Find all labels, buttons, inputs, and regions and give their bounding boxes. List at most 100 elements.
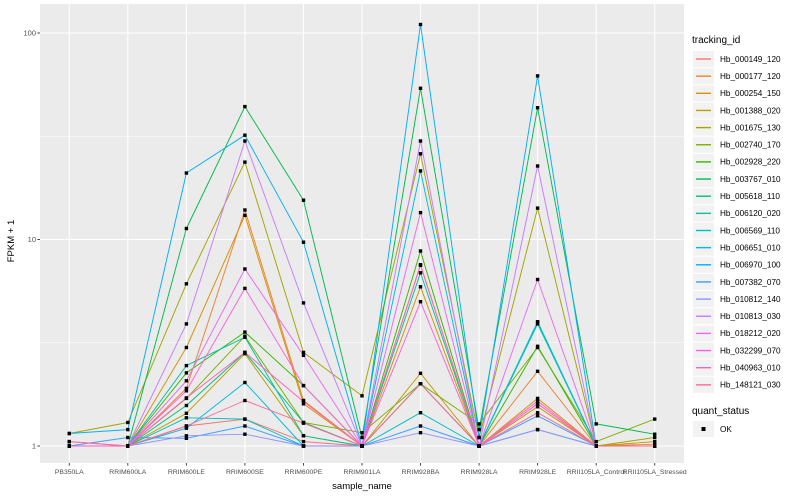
data-point-marker (535, 405, 540, 409)
data-point-marker (418, 285, 423, 289)
legend-item: Hb_000149_120 (693, 51, 781, 67)
data-point-marker (535, 320, 540, 324)
legend-item: Hb_006569_110 (693, 222, 780, 239)
data-point-marker (594, 422, 598, 426)
data-point-marker (477, 444, 481, 448)
data-point-marker (301, 301, 306, 305)
data-point-marker (243, 133, 247, 137)
data-point-marker (653, 432, 657, 436)
data-point-marker (301, 353, 306, 357)
data-point-marker (243, 417, 247, 421)
x-tick-label: RRIM928BA (402, 469, 440, 476)
legend-item-label: Hb_006120_020 (720, 209, 781, 218)
data-point-marker (594, 444, 598, 448)
legend-item: Hb_010812_140 (693, 291, 781, 308)
data-point-marker (243, 424, 247, 428)
legend-item: Hb_006651_010 (693, 239, 781, 256)
legend-item-label: Hb_002928_220 (720, 158, 781, 167)
data-point-marker (418, 300, 423, 304)
legend-item-label: Hb_006569_110 (720, 226, 780, 235)
data-point-marker (184, 226, 189, 231)
data-point-marker (184, 282, 189, 286)
x-tick-label: RRIM928LE (519, 469, 556, 476)
quant-legend-item-label: OK (720, 425, 732, 434)
data-point-marker (477, 435, 481, 440)
legend-item: Hb_010813_030 (693, 308, 781, 325)
data-point-marker (184, 411, 189, 415)
data-point-marker (243, 398, 247, 403)
data-point-marker (184, 403, 189, 408)
legend-item-label: Hb_006970_100 (720, 261, 781, 270)
legend-item-label: Hb_018212_020 (720, 329, 781, 338)
data-point-marker (418, 210, 423, 215)
data-point-marker (418, 371, 423, 375)
legend-item-label: Hb_003767_010 (720, 175, 781, 184)
x-tick-label: RRII105LA_Stressed (623, 469, 687, 476)
data-point-marker (184, 436, 189, 440)
data-point-marker (301, 421, 306, 425)
data-point-marker (477, 422, 481, 426)
data-point-marker (418, 431, 423, 435)
x-tick-label: RRIM600LA (109, 469, 146, 476)
data-point-marker (535, 411, 540, 415)
y-tick-label: 10 (28, 235, 36, 244)
x-axis-title: sample_name (332, 481, 392, 492)
data-point-marker (653, 435, 657, 440)
data-point-marker (243, 380, 247, 385)
data-point-marker (535, 369, 540, 373)
data-point-marker (418, 382, 423, 386)
legend-item-label: Hb_002740_170 (720, 141, 781, 150)
data-point-marker (184, 416, 189, 420)
legend-item: Hb_007382_070 (693, 273, 781, 290)
data-point-marker (360, 431, 364, 435)
data-point-marker (243, 160, 247, 164)
data-point-marker (477, 427, 481, 432)
data-point-marker (535, 322, 540, 326)
data-point-marker (243, 350, 247, 355)
x-tick-label: RRIM600LE (168, 469, 205, 476)
quant-marker-square (701, 427, 706, 431)
data-point-marker (360, 394, 364, 398)
data-point-marker (184, 424, 189, 428)
data-point-marker (418, 169, 423, 173)
data-point-marker (301, 383, 306, 388)
legend-item: Hb_001388_020 (693, 102, 781, 119)
data-point-marker (653, 444, 657, 448)
data-point-marker (184, 345, 189, 350)
data-point-marker (418, 424, 423, 428)
data-point-marker (301, 402, 306, 406)
data-point-marker (184, 426, 189, 430)
legend-item-label: Hb_006651_010 (720, 243, 781, 252)
legend-item: Hb_018212_020 (693, 325, 781, 342)
data-point-marker (535, 164, 540, 168)
data-point-marker (126, 420, 130, 425)
data-point-marker (301, 434, 306, 438)
data-point-marker (418, 249, 423, 253)
data-point-marker (184, 363, 189, 368)
data-point-marker (535, 396, 540, 401)
data-point-marker (184, 434, 189, 438)
data-point-marker (301, 350, 306, 355)
data-point-marker (67, 431, 71, 436)
data-point-marker (301, 240, 306, 244)
legend-item: Hb_148121_030 (693, 376, 781, 393)
x-tick-label: RRIM600PE (285, 469, 323, 476)
data-point-marker (653, 417, 657, 421)
y-tick-label: 100 (23, 29, 36, 38)
legend-item: Hb_002928_220 (693, 153, 781, 170)
data-point-marker (418, 411, 423, 415)
data-point-marker (594, 439, 598, 444)
data-point-marker (184, 386, 189, 391)
data-point-marker (301, 439, 306, 444)
x-tick-label: RRIM600SE (226, 469, 264, 476)
quant-legend-item: OK (693, 421, 732, 437)
legend-item: Hb_001675_130 (693, 119, 781, 136)
data-point-marker (535, 206, 540, 210)
legend-item-label: Hb_001388_020 (720, 106, 781, 115)
x-tick-label: RRIM928LA (461, 469, 498, 476)
data-point-marker (184, 396, 189, 400)
data-point-marker (184, 371, 189, 375)
data-point-marker (418, 152, 423, 156)
data-point-marker (67, 439, 71, 444)
data-point-marker (535, 402, 540, 406)
